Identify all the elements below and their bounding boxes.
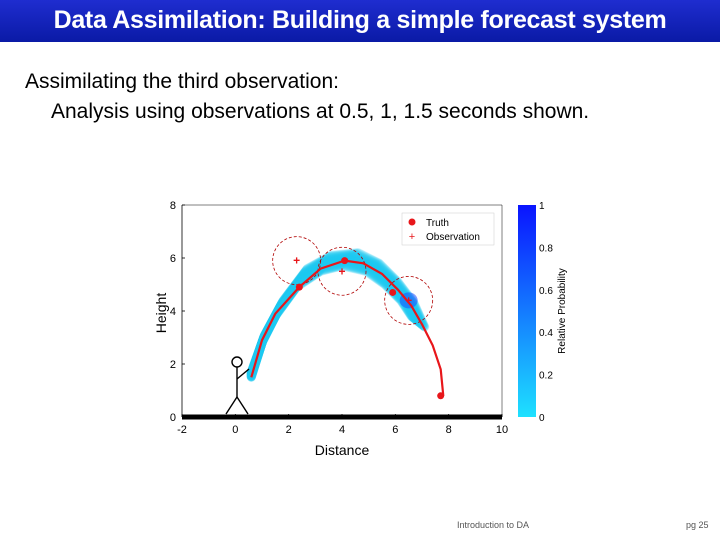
truth-line	[250, 259, 445, 396]
x-tick-label: -2	[177, 424, 187, 436]
x-tick-label: 10	[496, 424, 508, 436]
colorbar-tick-label: 0.4	[539, 328, 553, 339]
y-tick-label: 2	[170, 359, 176, 371]
x-axis-label: Distance	[315, 442, 370, 458]
footer-page-number: pg 25	[686, 520, 709, 530]
legend: Truth + Observation	[401, 212, 495, 246]
observation-uncertainty-circles	[272, 236, 434, 325]
y-tick-label: 0	[170, 412, 176, 424]
colorbar-ticks: 0 0.2 0.4 0.6 0.8 1	[539, 201, 553, 424]
legend-truth-marker	[408, 218, 416, 226]
colorbar-tick-label: 0.2	[539, 371, 553, 382]
colorbar-tick-label: 0.8	[539, 243, 553, 254]
body-text-line-2: Analysis using observations at 0.5, 1, 1…	[51, 100, 590, 123]
observation-point: +	[338, 264, 345, 278]
colorbar-tick-label: 0	[539, 413, 545, 424]
stick-figure	[225, 356, 250, 415]
truth-point	[389, 288, 397, 296]
slide-title: Data Assimilation: Building a simple for…	[53, 6, 667, 34]
x-tick-label: 8	[446, 424, 452, 436]
figure: + + + -2 0 2 4 6 8 10 0 2 4 6 8 Distance Height Truth…	[140, 185, 580, 480]
x-tick-label: 2	[286, 424, 292, 436]
colorbar-tick-label: 0.6	[539, 286, 553, 297]
colorbar-label: Relative Probability	[557, 268, 568, 354]
legend-observation-label: Observation	[426, 232, 480, 243]
colorbar	[518, 205, 536, 417]
y-tick-label: 8	[170, 200, 176, 212]
y-tick-label: 6	[170, 253, 176, 265]
colorbar-tick-label: 1	[539, 201, 545, 212]
truth-point	[437, 392, 445, 400]
x-tick-label: 0	[232, 424, 238, 436]
observation-series: + + +	[293, 254, 412, 308]
truth-point	[295, 283, 303, 291]
legend-observation-marker: +	[409, 231, 415, 243]
legend-truth-label: Truth	[426, 218, 449, 229]
x-tick-label: 6	[392, 424, 398, 436]
observation-point: +	[293, 254, 300, 268]
y-axis-label: Height	[153, 293, 169, 334]
body-text-line-1: Assimilating the third observation:	[25, 70, 339, 93]
truth-series	[250, 257, 445, 400]
observation-point: +	[405, 293, 412, 307]
footer-course-name: Introduction to DA	[457, 520, 530, 530]
observation-uncertainty-circle	[317, 246, 367, 296]
title-bar	[0, 0, 720, 42]
ensemble-track	[246, 261, 416, 382]
truth-point	[341, 257, 349, 265]
y-tick-label: 4	[170, 306, 176, 318]
x-tick-label: 4	[339, 424, 345, 436]
observation-uncertainty-circle	[384, 276, 434, 325]
